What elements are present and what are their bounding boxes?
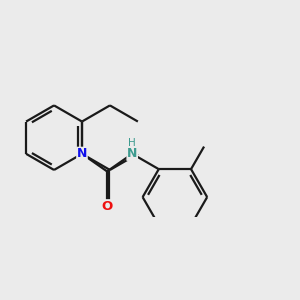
Text: H: H [128, 138, 136, 148]
Text: N: N [77, 147, 87, 160]
Text: O: O [101, 200, 113, 213]
Text: N: N [127, 147, 137, 160]
